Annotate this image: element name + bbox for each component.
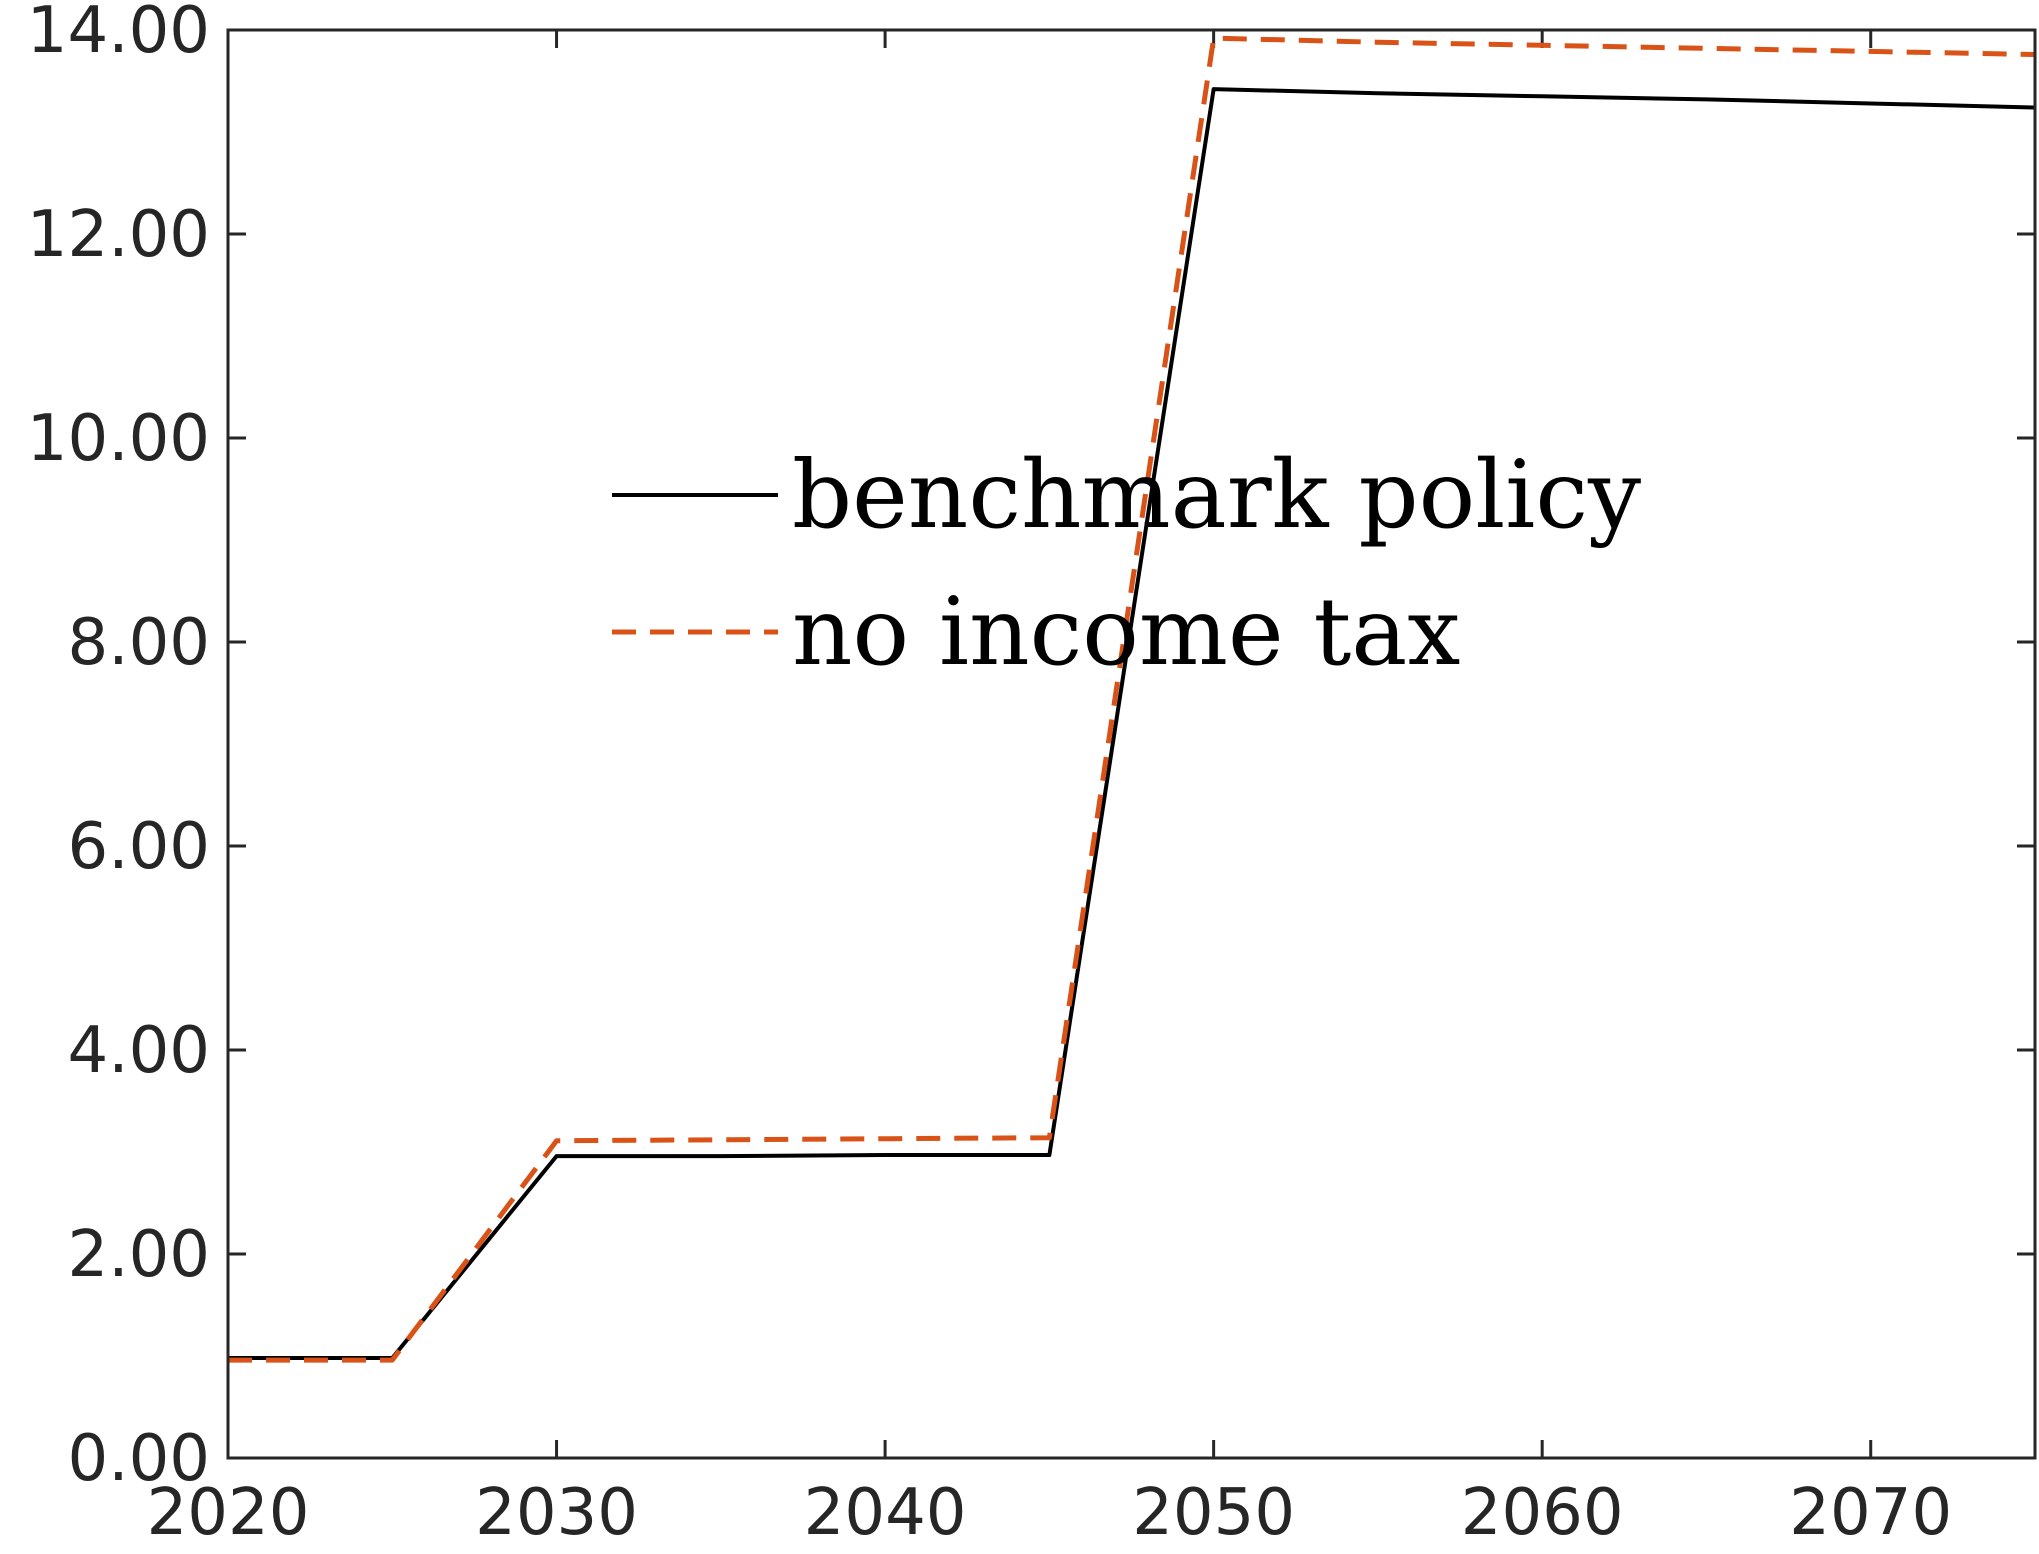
plot-area — [228, 30, 2035, 1458]
y-tick-label: 0.00 — [68, 1422, 211, 1496]
legend-label-benchmark-policy: benchmark policy — [792, 441, 1641, 550]
series-lines — [227, 35, 2036, 1363]
x-tick-label: 2030 — [475, 1476, 638, 1550]
y-tick-label: 6.00 — [68, 810, 211, 884]
series-line-benchmark-policy — [228, 87, 2036, 1361]
y-tick-label: 10.00 — [27, 402, 210, 476]
x-tick-label: 2060 — [1461, 1476, 1624, 1550]
y-tick-label: 14.00 — [27, 0, 210, 68]
x-tick-label: 2040 — [804, 1476, 967, 1550]
y-axis-tick-labels: 0.00 2.00 4.00 6.00 8.00 10.00 12.00 14.00 — [27, 0, 210, 1496]
y-tick-label: 8.00 — [68, 606, 211, 680]
y-tick-label: 4.00 — [68, 1014, 211, 1088]
x-axis-tick-labels: 2020 2030 2040 2050 2060 2070 — [147, 1476, 1953, 1550]
legend-label-no-income-tax: no income tax — [792, 578, 1460, 687]
series-line-no-income-tax — [228, 35, 2036, 1363]
y-tick-label: 12.00 — [27, 198, 210, 272]
x-tick-label: 2050 — [1132, 1476, 1295, 1550]
plot-frame — [226, 28, 2037, 1460]
y-tick-label: 2.00 — [68, 1218, 211, 1292]
x-tick-label: 2070 — [1789, 1476, 1952, 1550]
legend: benchmark policy no income tax — [612, 441, 1641, 687]
x-tick-label: 2020 — [147, 1476, 310, 1550]
